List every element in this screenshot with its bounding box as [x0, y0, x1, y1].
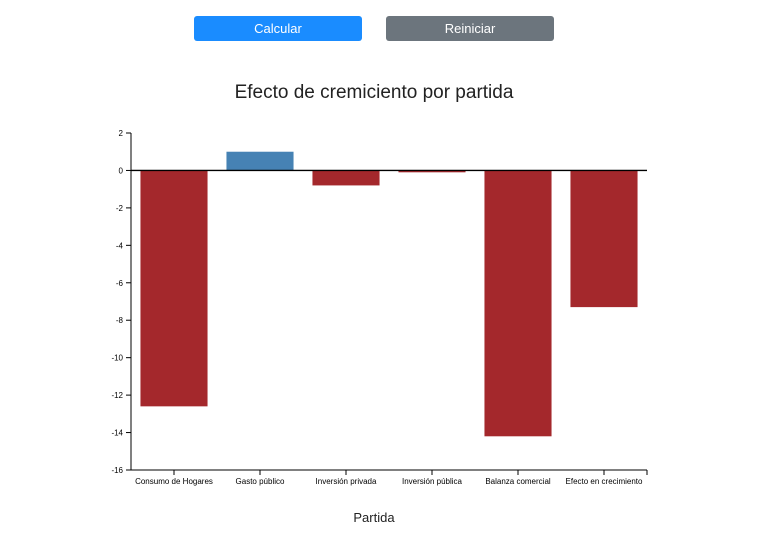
y-axis: 2 0 -2 -4 -6 -8 -10 -12 -14 -16 — [111, 129, 132, 475]
bar-1 — [226, 151, 294, 171]
x-tick-label: Inversión pública — [402, 477, 463, 486]
y-tick-label: -2 — [116, 204, 124, 213]
y-tick-label: -4 — [116, 241, 124, 250]
x-tick-label: Efecto en crecimiento — [566, 477, 643, 486]
y-tick-label: -14 — [111, 429, 123, 438]
x-axis: Consumo de Hogares Gasto público Inversión… — [131, 469, 648, 486]
calculate-button[interactable]: Calcular — [194, 16, 362, 41]
y-tick-label: -8 — [116, 316, 124, 325]
chart-title: Efecto de cremiciento por partida — [235, 82, 514, 103]
x-tick-label: Consumo de Hogares — [135, 477, 213, 486]
x-tick-label: Balanza comercial — [485, 477, 551, 486]
bar-2 — [312, 170, 380, 186]
y-tick-label: -12 — [111, 391, 123, 400]
x-tick-label: Inversión privada — [316, 477, 377, 486]
bar-5 — [570, 170, 638, 308]
x-tick-label: Gasto público — [236, 477, 285, 486]
y-tick-label: -16 — [111, 466, 123, 475]
y-tick-label: -10 — [111, 354, 123, 363]
reset-button[interactable]: Reiniciar — [386, 16, 554, 41]
x-axis-label: Partida — [353, 510, 395, 525]
y-tick-label: 0 — [119, 166, 124, 175]
bar-4 — [484, 170, 552, 437]
bar-3 — [398, 170, 466, 173]
y-tick-label: -6 — [116, 279, 124, 288]
y-tick-label: 2 — [119, 129, 124, 138]
bars — [131, 151, 647, 437]
bar-0 — [140, 170, 208, 407]
